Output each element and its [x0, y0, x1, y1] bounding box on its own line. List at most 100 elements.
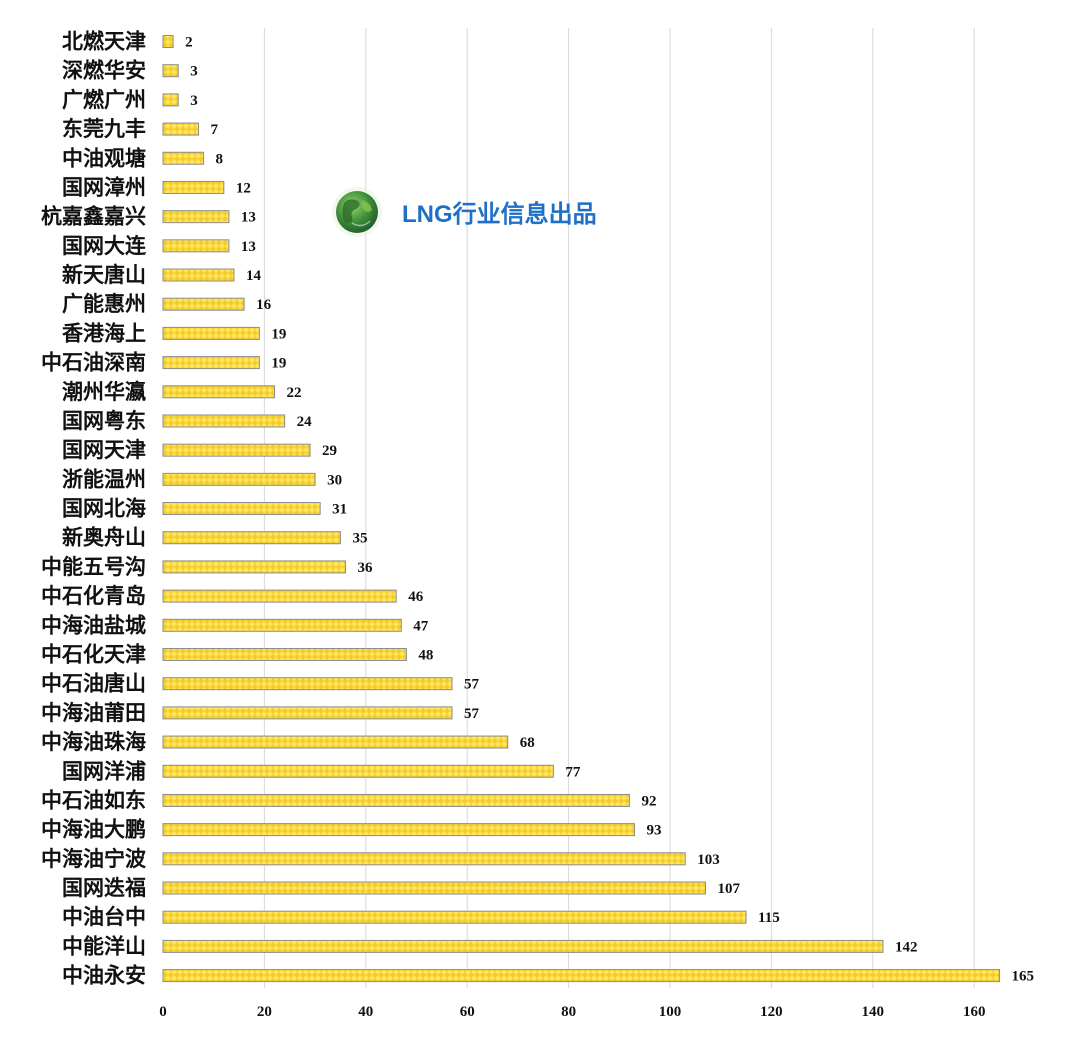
x-tick-label: 100 — [659, 1004, 682, 1020]
category-label: 潮州华瀛 — [62, 379, 146, 404]
bar — [162, 793, 630, 807]
value-label: 68 — [520, 735, 535, 751]
value-label: 103 — [697, 852, 720, 868]
bar — [162, 356, 260, 370]
category-label: 北燃天津 — [62, 29, 146, 54]
x-tick-label: 20 — [257, 1004, 272, 1020]
value-label: 57 — [464, 677, 480, 693]
category-label: 国网迭福 — [62, 875, 146, 900]
category-label: 中海油莆田 — [41, 700, 146, 725]
category-label: 深燃华安 — [62, 58, 146, 83]
bar — [162, 472, 316, 486]
bar — [162, 268, 235, 282]
bar — [162, 35, 174, 48]
x-axis-ticks: 0 20 40 60 80 100 120 140 160 — [159, 1004, 985, 1020]
category-label: 广能惠州 — [62, 291, 146, 316]
bar — [162, 969, 1001, 983]
value-label: 48 — [418, 647, 433, 663]
value-label: 77 — [565, 764, 581, 780]
bar — [162, 239, 230, 253]
bar — [162, 881, 706, 895]
bar — [162, 210, 230, 224]
category-label: 中油永安 — [62, 963, 146, 988]
value-label: 24 — [297, 414, 313, 430]
bar — [162, 618, 402, 632]
category-label: 国网洋浦 — [62, 758, 146, 783]
value-label: 12 — [236, 180, 251, 196]
x-tick-label: 160 — [963, 1004, 986, 1020]
category-label: 广燃广州 — [62, 87, 146, 112]
globe-logo-icon — [332, 187, 382, 237]
bar — [162, 910, 747, 924]
x-tick-label: 80 — [561, 1004, 576, 1020]
value-label: 36 — [358, 560, 374, 576]
value-label: 115 — [758, 910, 780, 926]
bar — [162, 764, 554, 778]
value-label: 35 — [352, 531, 367, 547]
bar — [162, 93, 179, 107]
category-label: 中石化天津 — [41, 641, 146, 666]
value-label: 57 — [464, 706, 480, 722]
bar — [162, 852, 686, 866]
category-label: 中油台中 — [62, 904, 146, 929]
x-tick-label: 120 — [760, 1004, 783, 1020]
value-label: 30 — [327, 472, 342, 488]
category-label: 浙能温州 — [62, 466, 146, 491]
value-label: 13 — [241, 210, 256, 226]
category-label: 国网大连 — [62, 233, 147, 258]
value-label: 2 — [185, 35, 193, 51]
category-label: 中油观塘 — [62, 145, 146, 170]
bars — [162, 35, 1001, 983]
category-label: 新奥舟山 — [62, 525, 146, 550]
bar — [162, 589, 397, 603]
x-tick-label: 0 — [159, 1004, 167, 1020]
category-label: 中海油大鹏 — [41, 817, 146, 842]
category-label: 杭嘉鑫嘉兴 — [41, 204, 146, 229]
bar — [162, 706, 453, 720]
value-label: 22 — [287, 385, 302, 401]
value-label: 13 — [241, 239, 256, 255]
category-label: 国网粤东 — [62, 408, 146, 433]
value-label: 93 — [647, 823, 662, 839]
watermark-text: LNG行业信息出品 — [402, 200, 597, 228]
value-label: 107 — [717, 881, 740, 897]
grid-lines — [263, 28, 975, 988]
bar — [162, 297, 245, 311]
bar — [162, 180, 225, 194]
bar — [162, 443, 311, 457]
category-label: 国网漳州 — [62, 174, 146, 199]
bar — [162, 677, 453, 691]
category-label: 中能洋山 — [62, 933, 146, 958]
value-label: 8 — [216, 151, 224, 167]
bar — [162, 735, 509, 749]
value-label: 29 — [322, 443, 337, 459]
value-label: 3 — [190, 93, 198, 109]
bar — [162, 531, 341, 545]
category-label: 中海油盐城 — [41, 612, 146, 637]
category-label: 国网天津 — [62, 437, 146, 462]
value-label: 3 — [190, 64, 198, 80]
bar — [162, 122, 199, 136]
category-label: 香港海上 — [62, 320, 146, 345]
category-label: 新天唐山 — [62, 262, 146, 287]
bar — [162, 647, 407, 661]
bar — [162, 823, 636, 837]
bar — [162, 326, 260, 340]
category-label: 中海油宁波 — [41, 846, 147, 871]
bar — [162, 64, 179, 78]
category-label: 中石油唐山 — [41, 671, 146, 696]
value-label: 47 — [413, 618, 429, 634]
value-label: 14 — [246, 268, 261, 284]
bar — [162, 939, 884, 953]
bar — [162, 151, 205, 165]
value-label: 92 — [641, 793, 656, 809]
value-labels: 2337812131314161919222429303135364647485… — [185, 35, 1034, 985]
x-tick-label: 140 — [862, 1004, 885, 1020]
value-label: 142 — [895, 939, 918, 955]
category-label: 中能五号沟 — [41, 554, 146, 579]
bar — [162, 414, 286, 428]
watermark: LNG行业信息出品 — [332, 187, 597, 237]
value-label: 7 — [210, 122, 218, 138]
bar — [162, 385, 276, 399]
